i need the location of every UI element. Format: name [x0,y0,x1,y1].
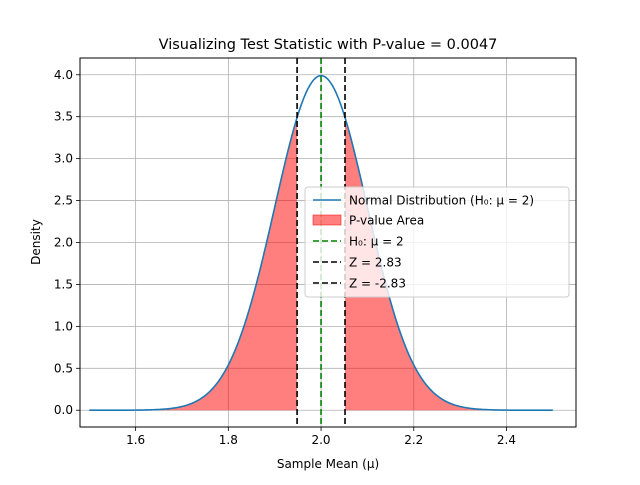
x-tick-label: 2.2 [404,433,423,447]
y-tick-label: 3.0 [54,152,73,166]
legend-label: Normal Distribution (H₀: μ = 2) [349,194,534,208]
x-tick-label: 1.6 [126,433,145,447]
x-axis-label: Sample Mean (μ) [277,457,379,471]
x-tick-label: 2.0 [311,433,330,447]
legend-box [304,186,570,298]
y-tick-label: 0.0 [54,403,73,417]
y-tick-label: 4.0 [54,68,73,82]
legend-swatch-area [312,214,342,226]
legend-label: H₀: μ = 2 [349,235,404,249]
y-tick-label: 2.5 [54,194,73,208]
legend: Normal Distribution (H₀: μ = 2) P-value A… [304,186,570,298]
legend-label: P-value Area [349,214,424,228]
y-tick-label: 0.5 [54,361,73,375]
y-tick-label: 1.5 [54,277,73,291]
y-tick-label: 1.0 [54,319,73,333]
axis-ticks: 1.6 1.8 2.0 2.2 2.4 0.0 0.5 1.0 1.5 2.0 2.5 3.0 3.5 4… [54,68,516,447]
legend-label: Z = 2.83 [349,256,402,270]
p-value-area-right [345,117,553,411]
x-tick-label: 1.8 [219,433,238,447]
legend-label: Z = -2.83 [349,277,406,291]
chart-title: Visualizing Test Statistic with P-value … [159,37,498,53]
y-tick-label: 2.0 [54,236,73,250]
p-value-area-left [89,117,298,411]
normal-distribution-curve [89,74,553,412]
y-axis-label: Density [29,219,43,265]
x-tick-label: 2.4 [497,433,516,447]
y-tick-label: 3.5 [54,110,73,124]
